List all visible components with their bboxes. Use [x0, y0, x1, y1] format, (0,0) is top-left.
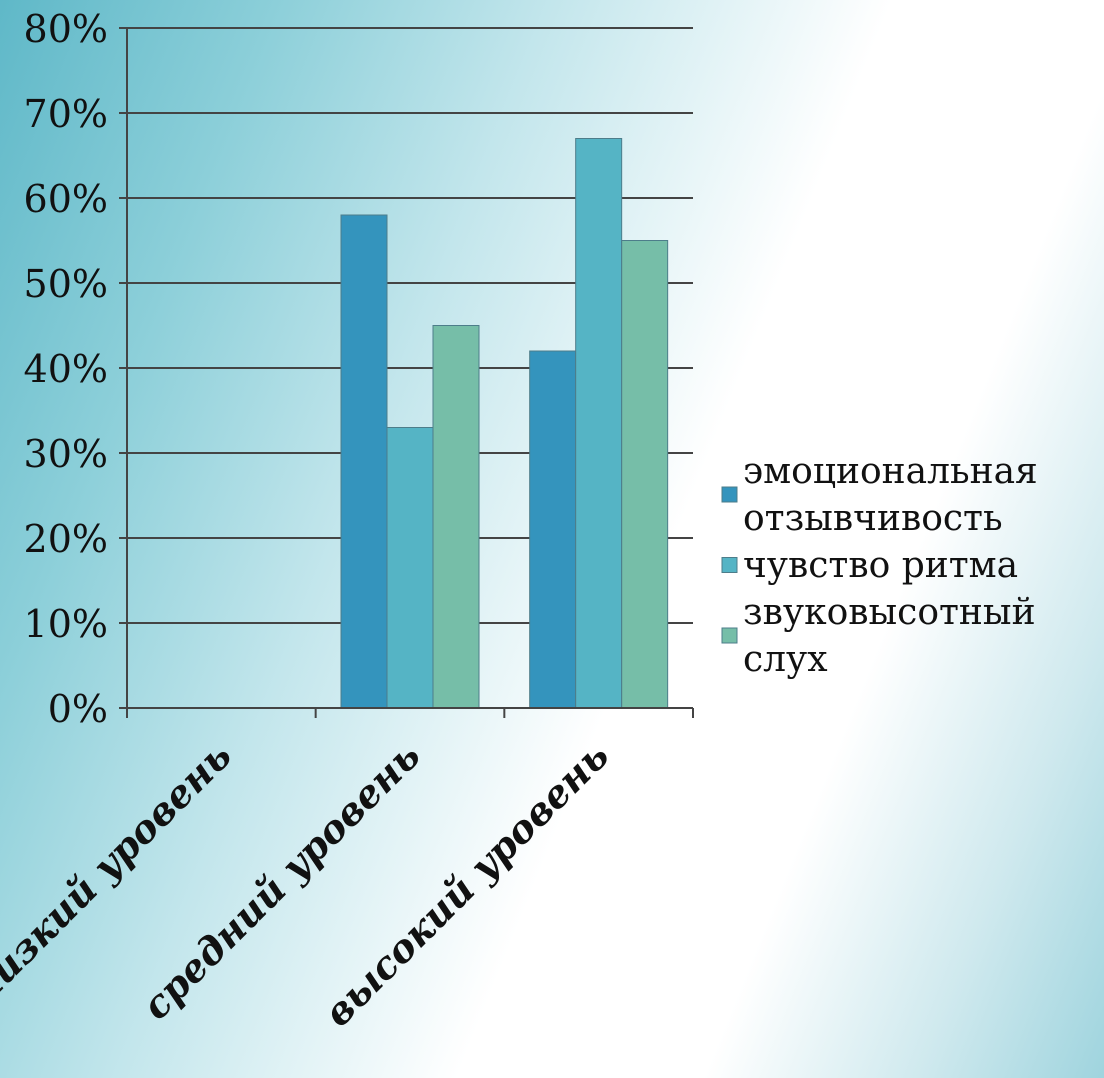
y-tick-label: 50%	[24, 262, 108, 306]
legend-label: отзывчивость	[743, 498, 1003, 539]
bar	[529, 350, 577, 709]
y-tick-label: 40%	[24, 347, 108, 391]
y-tick-label: 0%	[48, 687, 108, 731]
legend-label: эмоциональная	[743, 451, 1038, 492]
y-tick-label: 80%	[24, 7, 108, 51]
legend-label: чувство ритма	[743, 545, 1018, 586]
bar	[432, 325, 480, 709]
legend: эмоциональная отзывчивость чувство ритма зв…	[721, 451, 1038, 680]
bar	[575, 138, 623, 709]
legend-marker	[721, 627, 738, 644]
bar	[621, 240, 669, 709]
y-tick-label: 10%	[24, 602, 108, 646]
legend-marker	[721, 557, 738, 573]
y-tick-label: 70%	[24, 92, 108, 136]
legend-label: звуковысотный	[743, 592, 1036, 633]
y-axis-tick-labels: 0% 10% 20% 30% 40% 50% 60% 70% 80%	[24, 7, 108, 731]
y-tick-label: 20%	[24, 517, 108, 561]
bars	[340, 138, 669, 709]
bar	[340, 214, 388, 709]
legend-label: слух	[743, 639, 828, 680]
axes	[119, 27, 694, 718]
y-tick-label: 30%	[24, 432, 108, 476]
bar	[386, 427, 434, 709]
y-tick-label: 60%	[24, 177, 108, 221]
legend-marker	[721, 486, 738, 503]
